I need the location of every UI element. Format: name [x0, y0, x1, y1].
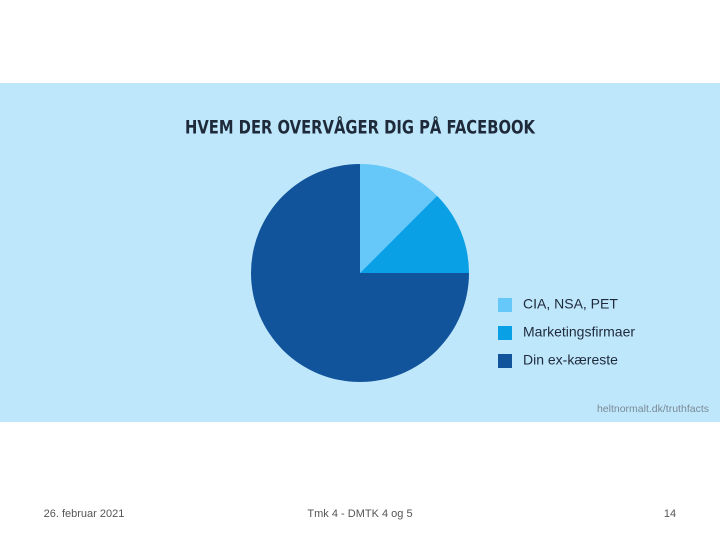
pie-slice [251, 164, 469, 382]
footer-date: 26. februar 2021 [44, 508, 125, 520]
legend-label: Marketingsfirmaer [523, 324, 635, 340]
chart-title: HVEM DER OVERVÅGER DIG PÅ FACEBOOK [185, 115, 536, 139]
legend-label: CIA, NSA, PET [523, 296, 618, 312]
source: heltnormalt.dk/truthfacts [597, 403, 709, 415]
footer-center: Tmk 4 - DMTK 4 og 5 [307, 508, 412, 520]
pie-slice [360, 164, 438, 273]
legend-swatch [498, 326, 512, 340]
legend-swatch [498, 298, 512, 312]
legend-swatch [498, 354, 512, 368]
page-number: 14 [664, 508, 676, 520]
pie-slice [360, 195, 469, 273]
legend-label: Din ex-kæreste [523, 352, 618, 368]
